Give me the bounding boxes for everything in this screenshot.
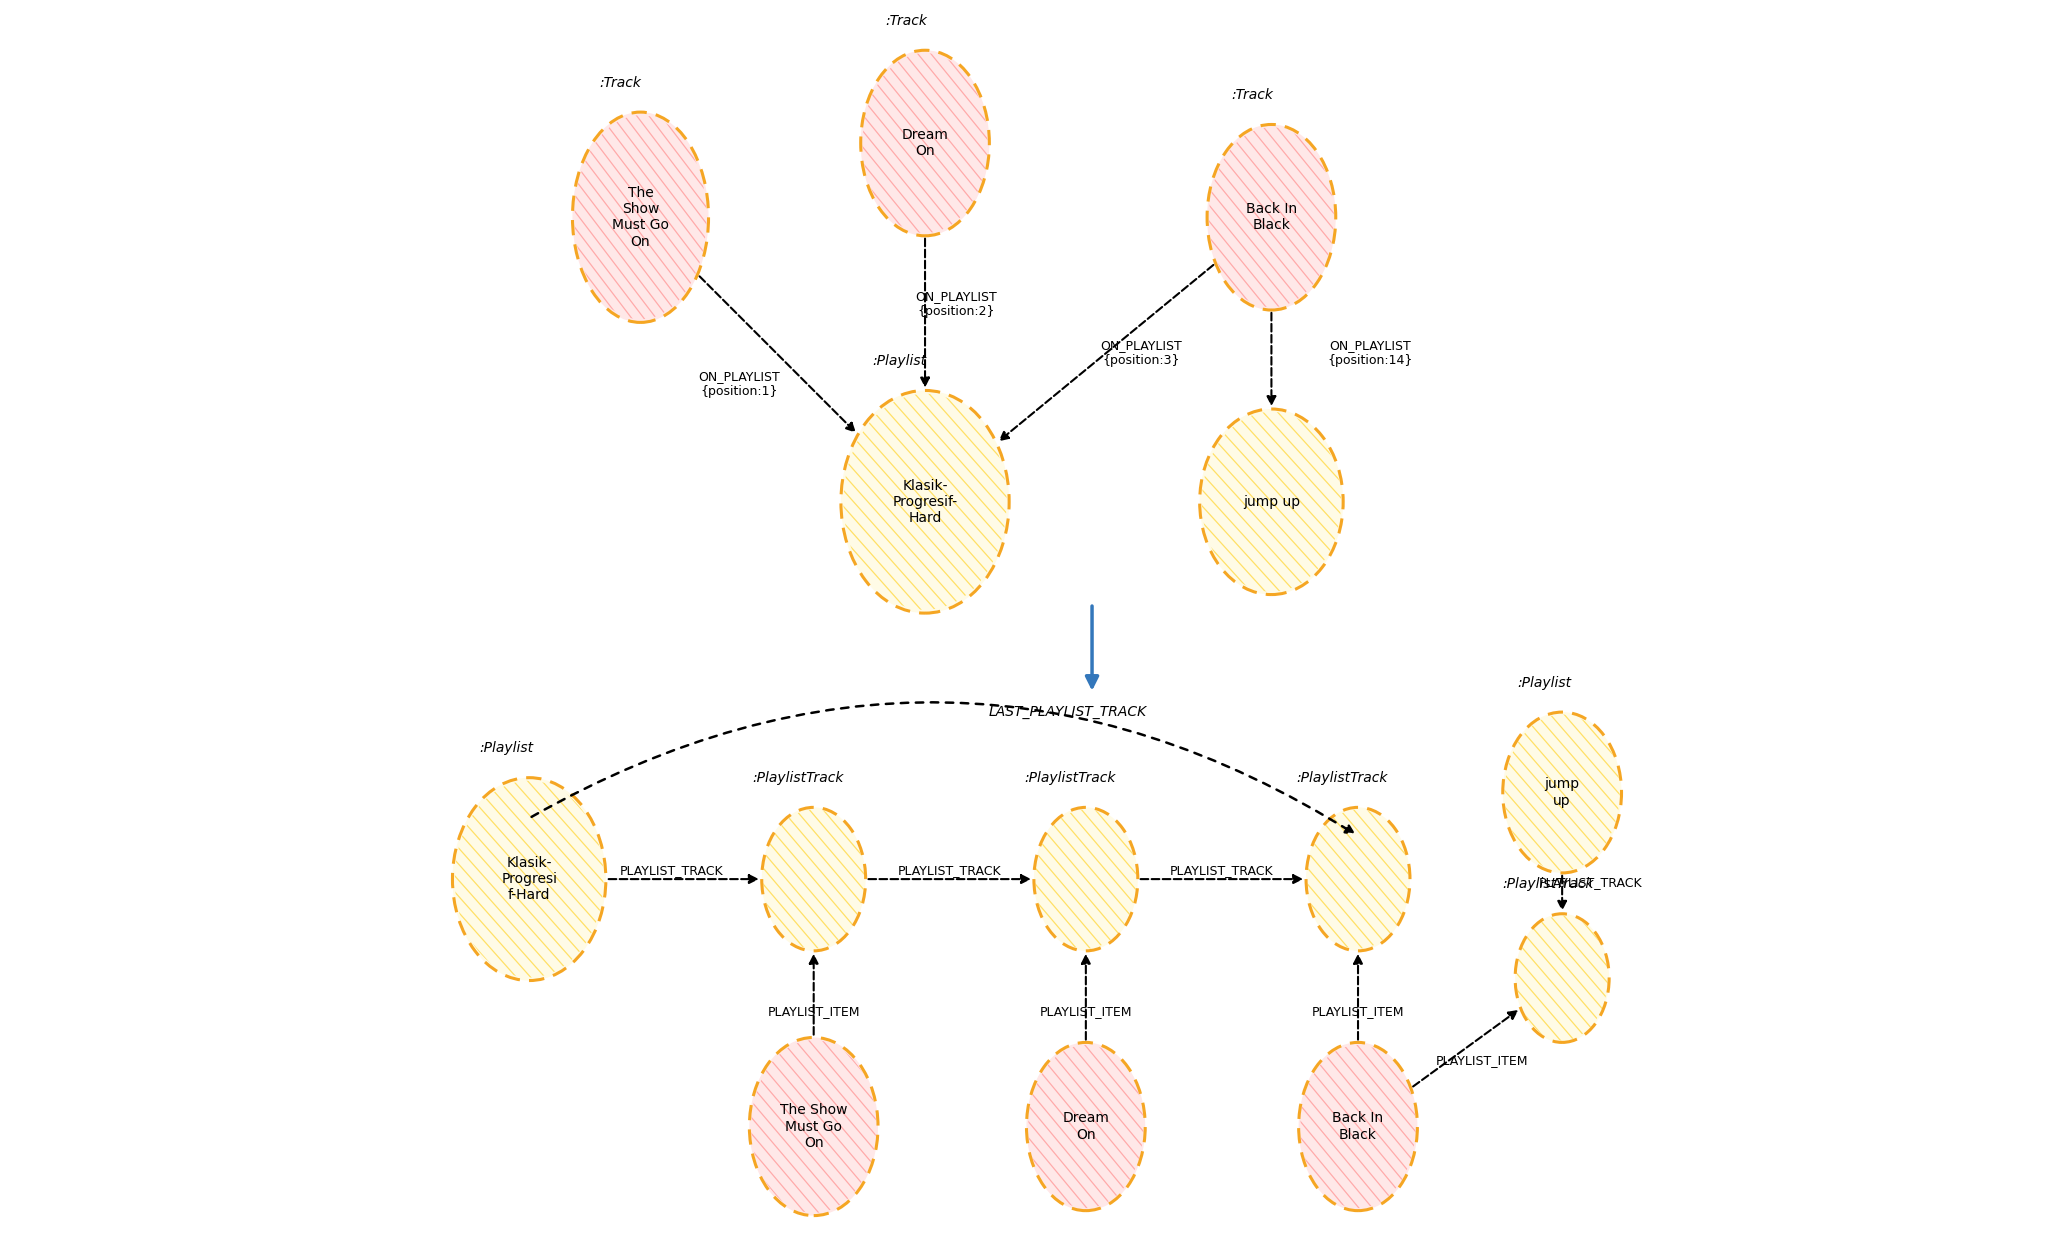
Text: PLAYLIST_TRACK: PLAYLIST_TRACK [621,864,723,877]
Ellipse shape [573,113,709,323]
Ellipse shape [762,807,866,951]
Text: :Playlist: :Playlist [479,742,532,756]
Ellipse shape [750,1037,879,1216]
Text: Back In
Black: Back In Black [1245,203,1296,233]
Text: :Track: :Track [1231,89,1274,103]
Text: The Show
Must Go
On: The Show Must Go On [780,1103,848,1150]
Text: Klasik-
Progresif-
Hard: Klasik- Progresif- Hard [893,479,958,525]
Text: ON_PLAYLIST
{position:1}: ON_PLAYLIST {position:1} [698,370,780,398]
Ellipse shape [1026,1042,1145,1211]
Text: ON_PLAYLIST
{position:3}: ON_PLAYLIST {position:3} [1100,339,1182,368]
Text: PLAYLIST_ITEM: PLAYLIST_ITEM [1313,1005,1405,1018]
Text: :Playlist: :Playlist [872,354,928,368]
Text: Klasik-
Progresi
f-Hard: Klasik- Progresi f-Hard [502,856,557,902]
Text: The
Show
Must Go
On: The Show Must Go On [612,186,670,249]
Ellipse shape [1516,913,1610,1042]
Ellipse shape [1206,124,1335,310]
Text: PLAYLIST_TRACK: PLAYLIST_TRACK [1538,876,1642,889]
Text: :Playlist: :Playlist [1518,676,1571,689]
Text: :PlaylistTrack: :PlaylistTrack [1024,771,1116,786]
Text: ON_PLAYLIST
{position:14}: ON_PLAYLIST {position:14} [1327,339,1413,368]
Ellipse shape [842,390,1010,613]
Text: Dream
On: Dream On [901,128,948,158]
Ellipse shape [1503,712,1622,873]
Ellipse shape [1200,409,1343,594]
Text: :Track: :Track [885,14,926,28]
Text: PLAYLIST_ITEM: PLAYLIST_ITEM [1436,1055,1528,1067]
Ellipse shape [1307,807,1409,951]
Text: Dream
On: Dream On [1063,1111,1110,1142]
Text: LAST_PLAYLIST_TRACK: LAST_PLAYLIST_TRACK [989,706,1147,719]
Text: :PlaylistTrack: :PlaylistTrack [752,771,844,786]
Ellipse shape [1034,807,1139,951]
Text: :PlaylistTrack: :PlaylistTrack [1503,877,1593,892]
Text: PLAYLIST_ITEM: PLAYLIST_ITEM [768,1005,860,1018]
Text: PLAYLIST_TRACK: PLAYLIST_TRACK [1169,864,1274,877]
Text: :Track: :Track [600,76,641,90]
Ellipse shape [453,778,606,981]
Text: jump
up: jump up [1544,777,1579,808]
Text: PLAYLIST_ITEM: PLAYLIST_ITEM [1040,1005,1133,1018]
Ellipse shape [860,50,989,235]
Text: jump up: jump up [1243,495,1300,509]
Text: PLAYLIST_TRACK: PLAYLIST_TRACK [897,864,1001,877]
Ellipse shape [1298,1042,1417,1211]
Text: ON_PLAYLIST
{position:2}: ON_PLAYLIST {position:2} [915,290,997,318]
Text: :PlaylistTrack: :PlaylistTrack [1296,771,1389,786]
Text: Back In
Black: Back In Black [1333,1111,1384,1142]
